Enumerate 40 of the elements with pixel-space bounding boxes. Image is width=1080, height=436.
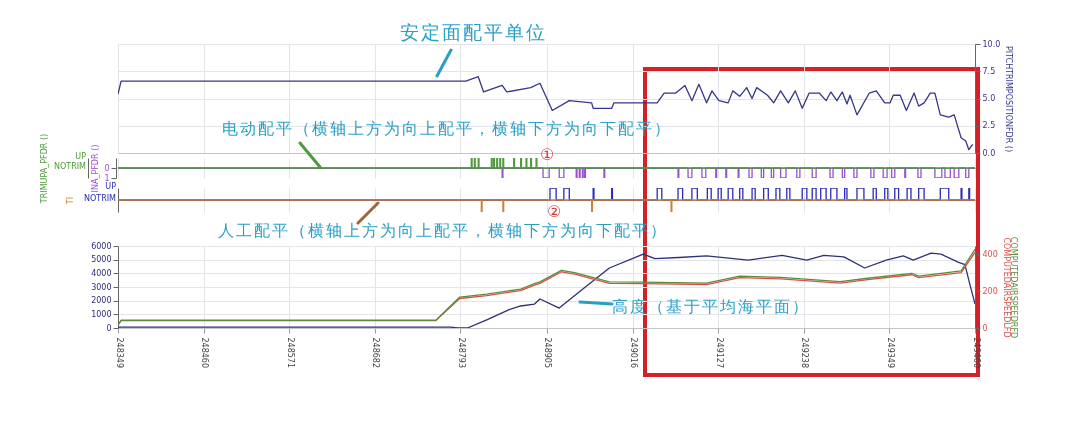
x-tick-label: 248682: [371, 337, 381, 369]
x-tick-label: 248349: [114, 337, 124, 369]
x-tick-label: 248571: [285, 337, 295, 369]
y-tick-label: 2.5: [982, 121, 996, 131]
y-tick-label: 3000: [91, 282, 112, 292]
text: PITCHTRIMPOSITIONFDR (): [1004, 45, 1014, 153]
text: TRIMUPA_PFDR (): [39, 133, 49, 205]
x-tick-label: 248460: [200, 337, 210, 369]
x-tick-label: 248905: [543, 337, 553, 369]
x-tick-label: 249349: [885, 337, 895, 369]
annotation: 电动配平（横轴上方为向上配平，横轴下方为向下配平）: [222, 119, 672, 138]
y-tick-label: 0: [106, 323, 112, 333]
y2-tick-label: 1: [104, 173, 110, 183]
text: 安定面配平单位: [400, 21, 547, 43]
y-tick-label: 2000: [91, 296, 112, 306]
text: NOTRIM: [54, 162, 86, 172]
y-tick-label: 5000: [91, 255, 112, 265]
x-tick-label: 249460: [971, 337, 981, 369]
y2-tick-label: 400: [982, 249, 998, 259]
y2-tick-label: 200: [982, 286, 998, 296]
x-tick-label: 249238: [800, 337, 810, 369]
text: INA_PFDR (): [91, 144, 101, 193]
y-tick-label: 10.0: [982, 39, 1001, 49]
text: TI: [65, 196, 75, 206]
y-tick-label: 0.0: [982, 148, 996, 158]
x-tick-label: 249127: [714, 337, 724, 369]
y-tick-label: 6000: [91, 241, 112, 251]
y-tick-label: 7.5: [982, 66, 996, 76]
y-tick-label: 4000: [91, 268, 112, 278]
annotation: ②: [547, 202, 564, 221]
text: NOTRIM: [84, 194, 116, 204]
x-tick-label: 249016: [629, 337, 639, 369]
x-tick-label: 248793: [456, 337, 466, 369]
annotation: ①: [540, 145, 557, 164]
text: UP: [105, 182, 116, 192]
y-tick-label: 5.0: [982, 94, 996, 103]
text: UP: [75, 152, 86, 162]
text: COMPUTEDAIRSPEEDLFD: [1001, 237, 1011, 338]
y-tick-label: 1000: [91, 309, 112, 319]
text: COMPUTEDAIRSPEEDRFD: [1008, 236, 1018, 339]
